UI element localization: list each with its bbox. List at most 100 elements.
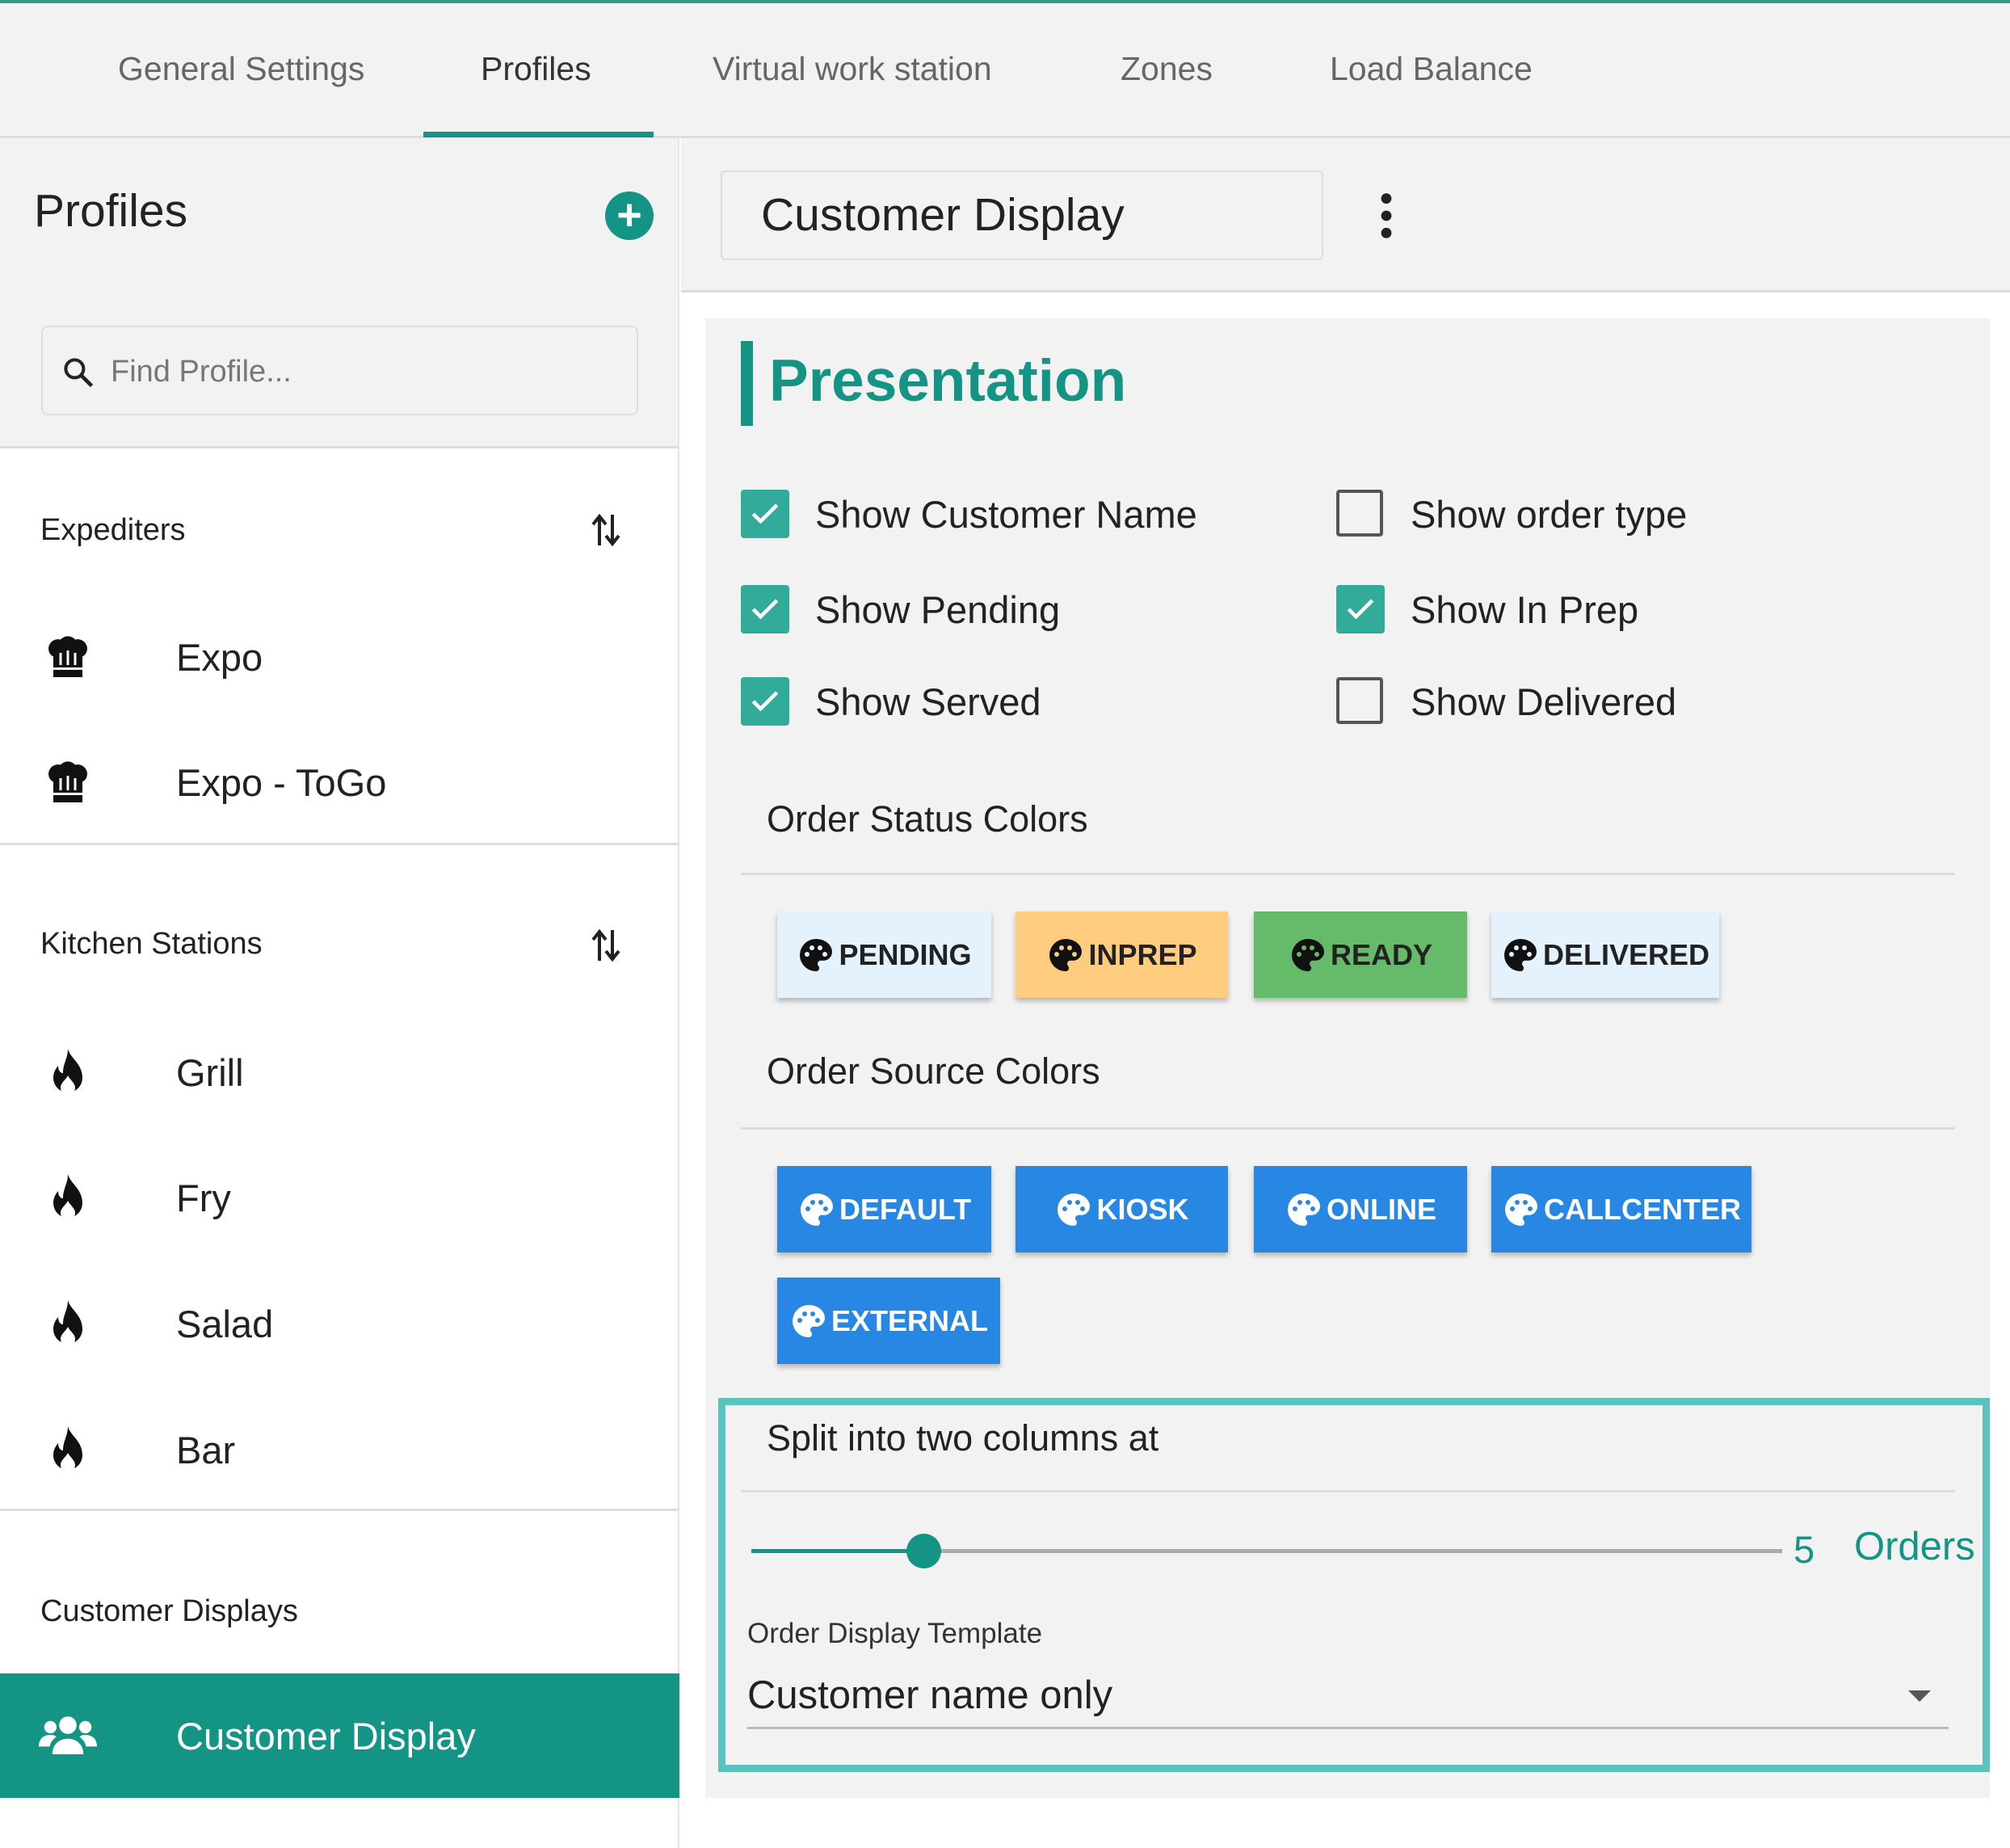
tab-bar: General Settings Profiles Virtual work s… — [0, 0, 2010, 138]
list-item-bar[interactable]: Bar — [0, 1397, 679, 1494]
check-icon — [751, 691, 779, 712]
checkbox[interactable] — [1336, 585, 1385, 634]
split-slider-track[interactable] — [751, 1549, 1782, 1553]
profiles-title: Profiles — [34, 185, 188, 237]
list-item-label: Bar — [176, 1429, 236, 1471]
group-header-kitchen-stations: Kitchen Stations — [40, 927, 263, 961]
button-label: KIOSK — [1096, 1192, 1189, 1226]
tab-general-settings[interactable]: General Settings — [118, 50, 365, 87]
palette-icon — [792, 1304, 825, 1337]
checkbox[interactable] — [1336, 490, 1383, 537]
group-header-expediters: Expediters — [40, 513, 186, 547]
source-color-kiosk-button[interactable]: KIOSK — [1016, 1166, 1228, 1252]
list-item-expo[interactable]: Expo — [0, 604, 679, 701]
checkbox[interactable] — [741, 677, 789, 726]
list-item-salad[interactable]: Salad — [0, 1271, 679, 1368]
list-item-label: Expo - ToGo — [176, 761, 387, 804]
button-label: INPREP — [1088, 937, 1197, 971]
checkbox-label: Show Delivered — [1411, 680, 1677, 723]
profile-list: Expediters Expo Expo - ToGo Kitchen Stat… — [0, 448, 679, 1848]
palette-icon — [1058, 1193, 1091, 1226]
sort-icon[interactable] — [590, 510, 622, 550]
more-options-icon[interactable] — [1373, 190, 1399, 242]
profile-search[interactable] — [41, 326, 638, 415]
split-unit: Orders — [1854, 1525, 1975, 1568]
tab-zones[interactable]: Zones — [1121, 50, 1213, 87]
split-label: Split into two columns at — [767, 1417, 1159, 1459]
check-icon — [1347, 599, 1374, 620]
template-select[interactable]: Customer name only — [747, 1673, 1949, 1729]
section-title: Presentation — [769, 348, 1127, 414]
checkbox-label: Show Pending — [815, 588, 1061, 631]
tab-profiles[interactable]: Profiles — [481, 50, 591, 87]
profile-name-field[interactable]: Customer Display — [721, 170, 1323, 260]
checkbox-label: Show order type — [1411, 493, 1688, 536]
template-value: Customer name only — [747, 1673, 1113, 1717]
active-tab-indicator — [423, 132, 654, 137]
list-item-label: Salad — [176, 1303, 274, 1345]
checkbox-label: Show Served — [815, 680, 1041, 723]
status-color-delivered-button[interactable]: DELIVERED — [1491, 911, 1719, 998]
divider — [741, 1490, 1955, 1492]
button-label: EXTERNAL — [830, 1303, 988, 1337]
check-icon — [751, 503, 779, 524]
split-settings-highlight — [718, 1398, 1990, 1772]
button-label: DEFAULT — [839, 1192, 972, 1226]
divider — [0, 1509, 679, 1511]
list-item-grill[interactable]: Grill — [0, 1020, 679, 1117]
palette-icon — [1505, 1193, 1537, 1226]
button-label: PENDING — [839, 937, 972, 971]
list-item-label: Expo — [176, 636, 263, 679]
list-item-customer-display[interactable]: Customer Display — [0, 1673, 679, 1798]
list-item-label: Fry — [176, 1177, 231, 1219]
button-label: READY — [1330, 937, 1433, 971]
list-item-label: Grill — [176, 1051, 244, 1094]
palette-icon — [1049, 938, 1083, 971]
fire-icon — [53, 1049, 82, 1095]
palette-icon — [1503, 938, 1537, 971]
palette-icon — [1291, 938, 1324, 971]
search-input[interactable] — [111, 351, 595, 392]
status-color-pending-button[interactable]: PENDING — [777, 911, 991, 998]
split-slider-fill — [751, 1549, 923, 1553]
list-item-fry[interactable]: Fry — [0, 1145, 679, 1242]
tab-virtual-work-station[interactable]: Virtual work station — [713, 50, 992, 87]
divider — [741, 873, 1955, 875]
checkbox[interactable] — [1336, 677, 1383, 724]
status-color-ready-button[interactable]: READY — [1254, 911, 1467, 998]
group-header-customer-displays: Customer Displays — [40, 1594, 298, 1628]
checkbox-label: Show In Prep — [1411, 588, 1639, 631]
sort-icon[interactable] — [590, 925, 622, 966]
section-accent-bar — [741, 341, 753, 426]
fire-icon — [53, 1174, 82, 1220]
status-color-inprep-button[interactable]: INPREP — [1016, 911, 1228, 998]
button-label: DELIVERED — [1542, 937, 1710, 971]
checkbox[interactable] — [741, 585, 789, 634]
plus-circle-icon: + — [616, 191, 642, 239]
users-icon — [39, 1716, 97, 1754]
split-slider-thumb[interactable] — [906, 1534, 941, 1568]
button-label: ONLINE — [1326, 1192, 1436, 1226]
status-colors-title: Order Status Colors — [767, 798, 1088, 840]
tab-load-balance[interactable]: Load Balance — [1330, 50, 1533, 87]
palette-icon — [800, 938, 833, 971]
palette-icon — [1287, 1193, 1320, 1226]
source-color-online-button[interactable]: ONLINE — [1254, 1166, 1467, 1252]
checkbox[interactable] — [741, 490, 789, 538]
source-color-default-button[interactable]: DEFAULT — [777, 1166, 991, 1252]
add-profile-button[interactable]: + — [605, 192, 654, 240]
dropdown-arrow-icon — [1908, 1690, 1931, 1702]
source-color-callcenter-button[interactable]: CALLCENTER — [1491, 1166, 1751, 1252]
checkbox-label: Show Customer Name — [815, 493, 1197, 536]
fire-icon — [53, 1300, 82, 1346]
search-icon — [64, 358, 94, 388]
divider — [0, 843, 679, 845]
button-label: CALLCENTER — [1544, 1192, 1741, 1226]
list-item-expo-togo[interactable]: Expo - ToGo — [0, 730, 679, 827]
source-colors-title: Order Source Colors — [767, 1050, 1100, 1092]
palette-icon — [800, 1193, 833, 1226]
chef-hat-icon — [48, 636, 87, 677]
check-icon — [751, 599, 779, 620]
source-color-external-button[interactable]: EXTERNAL — [777, 1278, 1000, 1364]
fire-icon — [53, 1426, 82, 1472]
